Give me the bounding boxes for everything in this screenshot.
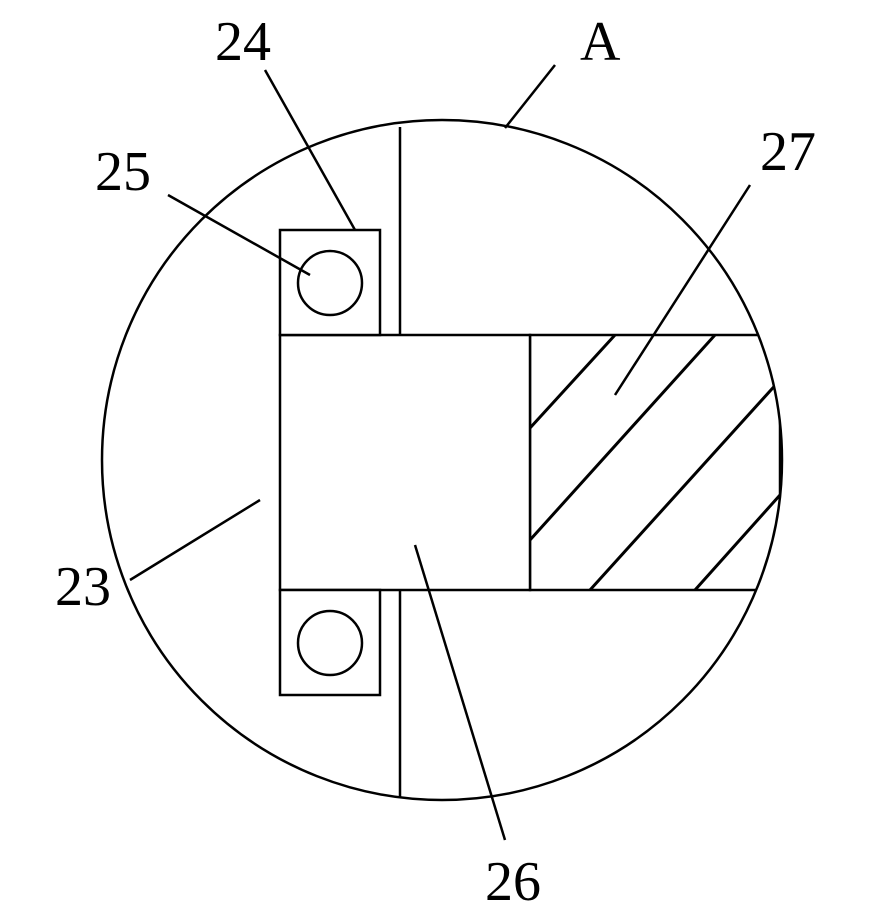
label-A: A (580, 11, 621, 73)
label-23: 23 (55, 556, 111, 618)
leader-27 (615, 185, 750, 395)
hatch-line-3 (695, 495, 780, 590)
leader-23 (130, 500, 260, 580)
leader-24 (265, 70, 355, 230)
hatch-line-1 (530, 335, 715, 540)
hatch-line-0 (530, 335, 615, 428)
hatch-line-2 (590, 380, 780, 590)
label-26: 26 (485, 851, 541, 913)
bracket-bottom (280, 590, 380, 695)
label-27: 27 (760, 121, 816, 183)
bracket-top (280, 230, 380, 335)
right-block (530, 335, 780, 590)
left-block (280, 335, 530, 590)
leader-A (505, 65, 555, 128)
label-25: 25 (95, 141, 151, 203)
label-24: 24 (215, 11, 271, 73)
